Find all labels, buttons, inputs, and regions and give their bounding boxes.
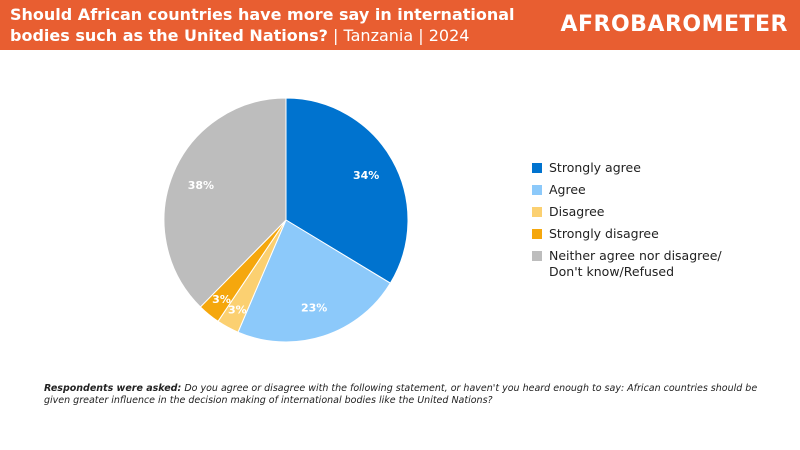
legend-swatch-3: [532, 229, 542, 239]
legend-swatch-4: [532, 251, 542, 261]
footnote-text: Do you agree or disagree with the follow…: [44, 383, 758, 406]
legend-item-0: Strongly agree: [532, 160, 739, 176]
legend-label-1: Agree: [549, 182, 586, 197]
legend-label-4: Neither agree nor disagree/ Don't know/R…: [549, 248, 722, 279]
legend-label-0: Strongly agree: [549, 160, 641, 175]
footnote-lead: Respondents were asked:: [44, 383, 182, 394]
pie-label-2: 3%: [228, 304, 247, 317]
pie-slice-4: [163, 97, 287, 308]
legend-swatch-0: [532, 163, 542, 173]
legend-swatch-2: [532, 207, 542, 217]
pie-slice-1: [237, 219, 392, 343]
pie-label-0: 34%: [353, 169, 379, 182]
pie-chart: 34% 23% 3%3% 38%: [163, 97, 409, 343]
legend: Strongly agree Agree Disagree Strongly disa…: [532, 160, 739, 286]
legend-label-2: Disagree: [549, 204, 605, 219]
legend-label-3: Strongly disagree: [549, 226, 659, 241]
afrobarometer-logo: AFROBAROMETER: [560, 12, 788, 37]
footnote: Respondents were asked: Do you agree or …: [44, 383, 764, 407]
legend-item-4: Neither agree nor disagree/ Don't know/R…: [532, 248, 739, 280]
chart-title-main: Should African countries have more say i…: [10, 5, 515, 45]
legend-item-3: Strongly disagree: [532, 226, 739, 242]
pie-label-4: 38%: [188, 179, 214, 192]
header-bar: Should African countries have more say i…: [0, 0, 800, 50]
pie-label-3: 3%: [212, 293, 231, 306]
pie-slice-0: [285, 97, 409, 284]
pie-label-1: 23%: [301, 302, 327, 315]
chart-title: Should African countries have more say i…: [10, 4, 570, 46]
legend-item-1: Agree: [532, 182, 739, 198]
chart-title-suffix: | Tanzania | 2024: [327, 26, 470, 45]
legend-swatch-1: [532, 185, 542, 195]
legend-item-2: Disagree: [532, 204, 739, 220]
